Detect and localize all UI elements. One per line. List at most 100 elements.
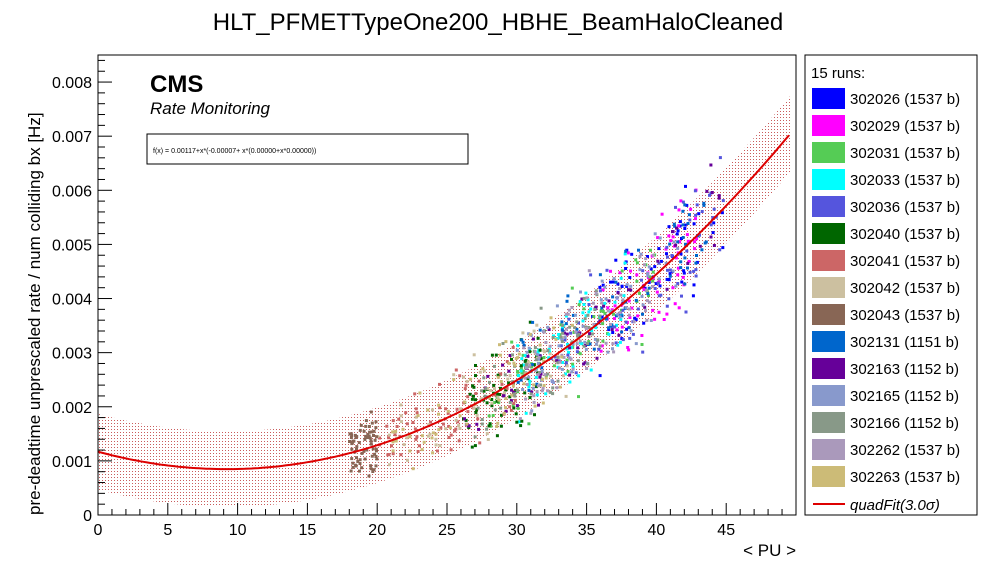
data-point — [643, 263, 646, 267]
data-point — [677, 208, 681, 212]
data-point — [439, 426, 443, 430]
data-point — [426, 434, 430, 438]
data-point — [646, 272, 650, 276]
data-point — [687, 213, 691, 217]
data-point — [677, 224, 681, 228]
data-point — [551, 336, 555, 339]
data-point — [606, 309, 610, 313]
data-point — [571, 365, 575, 369]
data-point — [527, 388, 531, 392]
data-point — [700, 210, 704, 213]
data-point — [493, 393, 497, 397]
data-point — [385, 424, 389, 428]
data-point — [576, 359, 580, 363]
cms-sublabel: Rate Monitoring — [150, 99, 271, 118]
data-point — [350, 442, 354, 446]
data-points — [348, 156, 725, 478]
data-point — [532, 400, 536, 404]
data-point — [431, 408, 434, 412]
data-point — [614, 341, 618, 345]
data-point — [632, 320, 636, 324]
data-point — [477, 379, 481, 383]
data-point — [683, 227, 687, 230]
data-point — [532, 363, 536, 367]
data-point — [489, 424, 493, 428]
data-point — [531, 337, 535, 341]
data-point — [684, 242, 687, 246]
data-point — [604, 341, 608, 345]
data-point — [578, 339, 582, 343]
data-point — [406, 458, 409, 462]
data-point — [685, 233, 689, 237]
data-point — [704, 240, 708, 244]
data-point — [399, 414, 403, 418]
data-point — [446, 411, 450, 415]
data-point — [601, 288, 605, 292]
data-point — [552, 326, 556, 330]
data-point — [511, 345, 515, 349]
data-point — [544, 376, 548, 380]
data-point — [535, 390, 539, 394]
data-point — [523, 391, 527, 395]
data-point — [448, 426, 452, 430]
data-point — [438, 444, 442, 448]
data-point — [538, 328, 542, 332]
data-point — [526, 354, 530, 358]
data-point — [571, 367, 575, 371]
data-point — [640, 334, 644, 337]
data-point — [656, 236, 660, 240]
data-point — [605, 268, 609, 272]
data-point — [573, 326, 577, 330]
data-point — [374, 426, 378, 430]
data-point — [374, 447, 378, 451]
data-point — [374, 455, 378, 458]
data-point — [358, 458, 362, 462]
data-point — [644, 288, 648, 292]
data-point — [359, 423, 363, 427]
data-point — [557, 344, 561, 348]
data-point — [612, 312, 616, 316]
data-point — [420, 434, 424, 438]
data-point — [644, 309, 647, 313]
data-point — [681, 223, 685, 227]
data-point — [369, 467, 373, 471]
data-point — [520, 419, 524, 423]
data-point — [418, 391, 422, 395]
data-point — [519, 369, 523, 373]
data-point — [581, 324, 585, 328]
x-tick-label: 30 — [508, 522, 526, 539]
data-point — [683, 256, 687, 260]
data-point — [348, 440, 351, 443]
data-point — [362, 429, 366, 433]
data-point — [718, 156, 722, 160]
data-point — [536, 351, 540, 355]
legend-label: 302131 (1151 b) — [850, 334, 959, 351]
data-point — [615, 323, 618, 327]
data-point — [524, 363, 528, 366]
data-point — [712, 221, 716, 225]
data-point — [600, 315, 604, 319]
data-point — [501, 394, 505, 398]
data-point — [577, 321, 580, 325]
data-point — [673, 302, 677, 306]
data-point — [369, 464, 373, 468]
data-point — [590, 332, 594, 336]
data-point — [508, 374, 512, 378]
data-point — [677, 240, 681, 244]
data-point — [651, 253, 655, 257]
data-point — [598, 273, 602, 277]
legend-label: 302026 (1537 b) — [850, 91, 960, 108]
data-point — [428, 432, 432, 436]
legend-swatch — [812, 142, 845, 163]
x-axis: 0 5 10 15 20 25 30 35 40 45 — [94, 503, 783, 539]
data-point — [560, 340, 564, 343]
data-point — [438, 382, 441, 386]
data-point — [668, 242, 672, 246]
data-point — [387, 433, 391, 437]
data-point — [687, 259, 691, 263]
data-point — [709, 235, 713, 239]
data-point — [627, 288, 630, 292]
data-point — [694, 213, 698, 217]
data-point — [457, 424, 461, 428]
data-point — [592, 315, 596, 319]
